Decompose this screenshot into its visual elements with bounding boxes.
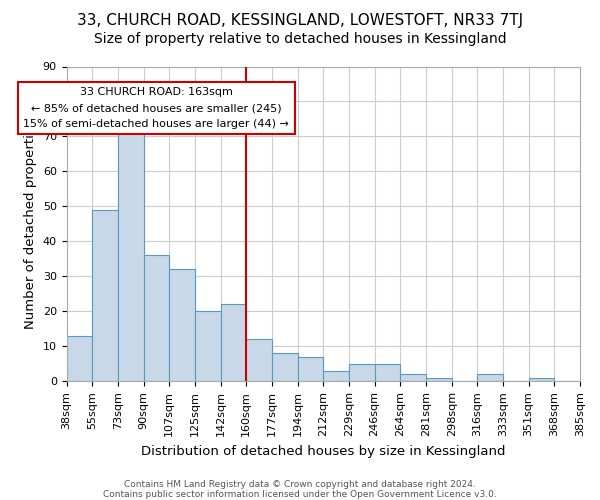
Bar	[374, 364, 400, 382]
Text: Contains HM Land Registry data © Crown copyright and database right 2024.: Contains HM Land Registry data © Crown c…	[124, 480, 476, 489]
Bar	[118, 126, 143, 382]
Text: 33 CHURCH ROAD: 163sqm
← 85% of detached houses are smaller (245)
15% of semi-de: 33 CHURCH ROAD: 163sqm ← 85% of detached…	[23, 88, 289, 128]
Bar	[349, 364, 374, 382]
Bar	[426, 378, 452, 382]
Bar	[67, 336, 92, 382]
Bar	[143, 256, 169, 382]
Bar	[169, 270, 195, 382]
Bar	[529, 378, 554, 382]
X-axis label: Distribution of detached houses by size in Kessingland: Distribution of detached houses by size …	[141, 444, 506, 458]
Y-axis label: Number of detached properties: Number of detached properties	[24, 119, 37, 329]
Bar	[221, 304, 246, 382]
Text: Size of property relative to detached houses in Kessingland: Size of property relative to detached ho…	[94, 32, 506, 46]
Bar	[92, 210, 118, 382]
Bar	[478, 374, 503, 382]
Text: Contains public sector information licensed under the Open Government Licence v3: Contains public sector information licen…	[103, 490, 497, 499]
Text: 33, CHURCH ROAD, KESSINGLAND, LOWESTOFT, NR33 7TJ: 33, CHURCH ROAD, KESSINGLAND, LOWESTOFT,…	[77, 12, 523, 28]
Bar	[298, 357, 323, 382]
Bar	[272, 354, 298, 382]
Bar	[400, 374, 426, 382]
Bar	[323, 371, 349, 382]
Bar	[195, 312, 221, 382]
Bar	[246, 340, 272, 382]
